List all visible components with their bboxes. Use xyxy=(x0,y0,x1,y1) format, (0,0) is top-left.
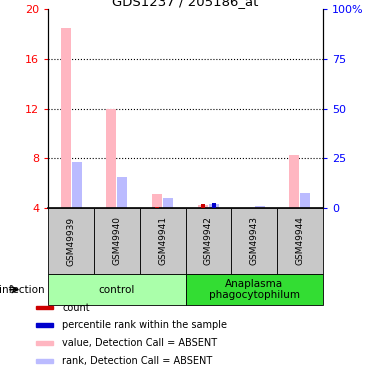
Text: rank, Detection Call = ABSENT: rank, Detection Call = ABSENT xyxy=(62,356,213,366)
Text: value, Detection Call = ABSENT: value, Detection Call = ABSENT xyxy=(62,338,217,348)
Text: infection: infection xyxy=(0,285,45,295)
Bar xyxy=(198,205,208,208)
Bar xyxy=(155,207,160,208)
Bar xyxy=(289,155,299,208)
Bar xyxy=(72,162,82,208)
Text: GSM49944: GSM49944 xyxy=(295,216,304,266)
Text: Anaplasma
phagocytophilum: Anaplasma phagocytophilum xyxy=(209,279,300,300)
Text: GSM49939: GSM49939 xyxy=(67,216,76,266)
Bar xyxy=(211,202,216,208)
Bar xyxy=(106,109,116,208)
Bar xyxy=(36,323,53,327)
Text: GSM49942: GSM49942 xyxy=(204,216,213,266)
Bar xyxy=(36,306,53,309)
FancyBboxPatch shape xyxy=(231,208,277,274)
Bar xyxy=(255,206,265,208)
Bar xyxy=(301,193,311,208)
FancyBboxPatch shape xyxy=(94,208,140,274)
Text: percentile rank within the sample: percentile rank within the sample xyxy=(62,320,227,330)
Bar xyxy=(209,204,219,208)
Bar xyxy=(201,204,205,208)
FancyBboxPatch shape xyxy=(186,208,231,274)
Bar xyxy=(36,341,53,345)
Bar xyxy=(163,198,173,208)
FancyBboxPatch shape xyxy=(277,208,323,274)
Bar xyxy=(117,177,127,208)
Title: GDS1237 / 205186_at: GDS1237 / 205186_at xyxy=(112,0,259,8)
Text: count: count xyxy=(62,303,90,312)
Bar xyxy=(36,359,53,363)
FancyBboxPatch shape xyxy=(186,274,323,305)
FancyBboxPatch shape xyxy=(48,208,94,274)
Text: GSM49941: GSM49941 xyxy=(158,216,167,266)
Bar xyxy=(60,28,70,208)
Bar xyxy=(152,195,162,208)
FancyBboxPatch shape xyxy=(140,208,186,274)
Text: GSM49943: GSM49943 xyxy=(250,216,259,266)
Text: GSM49940: GSM49940 xyxy=(112,216,121,266)
Text: control: control xyxy=(99,285,135,295)
FancyBboxPatch shape xyxy=(48,274,186,305)
